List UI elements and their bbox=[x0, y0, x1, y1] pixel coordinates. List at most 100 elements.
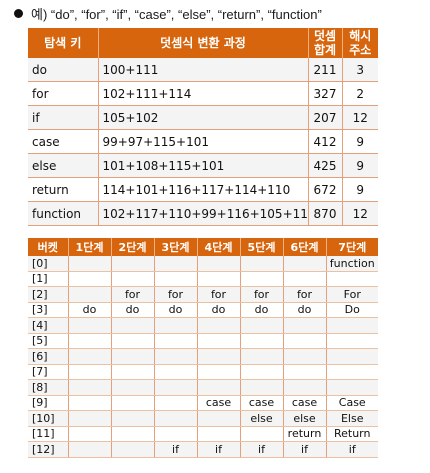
stage-cell bbox=[239, 271, 283, 287]
search-key-cell: if bbox=[28, 105, 98, 130]
stage-cell bbox=[153, 256, 197, 272]
stage-cell bbox=[196, 410, 240, 427]
stage-cell: For bbox=[325, 286, 378, 303]
conversion-expr-cell: 100+111 bbox=[97, 58, 308, 82]
search-key-cell: for bbox=[28, 81, 98, 106]
stage-cell bbox=[282, 271, 326, 287]
stage-cell bbox=[153, 426, 197, 442]
stage-cell: for bbox=[282, 286, 326, 303]
header-addr-line1: 해시 bbox=[349, 29, 372, 43]
stage-cell bbox=[239, 317, 283, 334]
stage-cell: Case bbox=[325, 395, 378, 411]
bucket-index-cell: [9] bbox=[28, 395, 68, 411]
header-sum-line2: 합계 bbox=[313, 43, 337, 57]
bucket-table-header-row: 버켓 1단계 2단계 3단계 4단계 5단계 6단계 7단계 bbox=[28, 238, 378, 256]
stage-cell bbox=[153, 364, 197, 380]
stage-cell bbox=[196, 317, 240, 334]
search-key-cell: return bbox=[28, 177, 98, 202]
stage-cell: for bbox=[110, 286, 154, 303]
bucket-index-cell: [7] bbox=[28, 364, 68, 380]
stage-cell bbox=[153, 395, 197, 411]
conversion-expr-cell: 99+97+115+101 bbox=[97, 129, 308, 154]
table-row: [11] return Return bbox=[28, 426, 378, 442]
stage-cell bbox=[153, 317, 197, 334]
table-row: case 99+97+115+101 412 9 bbox=[28, 129, 378, 154]
stage-cell bbox=[239, 379, 283, 396]
conversion-expr-cell: 102+111+114 bbox=[97, 81, 308, 106]
stage-cell bbox=[239, 364, 283, 380]
header-addr-line2: 주소 bbox=[349, 43, 372, 57]
stage-cell: if bbox=[239, 441, 283, 458]
table-row: [12] if if if if if bbox=[28, 441, 378, 458]
stage-cell bbox=[239, 256, 283, 272]
table-row: else 101+108+115+101 425 9 bbox=[28, 153, 378, 178]
stage-cell: for bbox=[196, 286, 240, 303]
bucket-stage-table: 버켓 1단계 2단계 3단계 4단계 5단계 6단계 7단계 [0] function [1] [2… bbox=[28, 238, 378, 458]
stage-cell: do bbox=[153, 302, 197, 318]
stage-cell bbox=[67, 271, 111, 287]
stage-cell bbox=[239, 426, 283, 442]
stage-cell bbox=[110, 348, 154, 365]
stage-cell: do bbox=[282, 302, 326, 318]
hash-address-cell: 9 bbox=[341, 177, 378, 202]
hash-address-cell: 2 bbox=[341, 81, 378, 106]
header-sum-line1: 덧셈 bbox=[313, 29, 337, 43]
table-row: for 102+111+114 327 2 bbox=[28, 81, 378, 106]
table-row: do 100+111 211 3 bbox=[28, 58, 378, 82]
stage-cell: if bbox=[196, 441, 240, 458]
stage-cell: return bbox=[282, 426, 326, 442]
bucket-index-cell: [8] bbox=[28, 379, 68, 396]
table-row: [8] bbox=[28, 379, 378, 396]
example-text: 예) “do”, “for”, “if”, “case”, “else”, “r… bbox=[31, 6, 322, 22]
stage-cell bbox=[67, 286, 111, 303]
sum-cell: 870 bbox=[307, 201, 342, 226]
table-row: [9] case case case Case bbox=[28, 395, 378, 411]
stage-cell bbox=[325, 348, 378, 365]
stage-cell bbox=[110, 333, 154, 349]
sum-cell: 425 bbox=[307, 153, 342, 178]
hash-address-cell: 9 bbox=[341, 153, 378, 178]
table-row: [4] bbox=[28, 317, 378, 334]
table-row: return 114+101+116+117+114+110 672 9 bbox=[28, 177, 378, 202]
hash-table-body: do 100+111 211 3 for 102+111+114 327 2 if 105+102… bbox=[28, 58, 378, 226]
stage-cell bbox=[325, 364, 378, 380]
stage-cell: case bbox=[196, 395, 240, 411]
table-row: [2] for for for for for For bbox=[28, 286, 378, 303]
stage-cell: do bbox=[239, 302, 283, 318]
conversion-expr-cell: 105+102 bbox=[97, 105, 308, 130]
bucket-index-cell: [3] bbox=[28, 302, 68, 318]
stage-cell bbox=[67, 410, 111, 427]
stage-cell: do bbox=[110, 302, 154, 318]
header-stage: 1단계 bbox=[67, 238, 111, 256]
stage-cell bbox=[67, 348, 111, 365]
bucket-table-body: [0] function [1] [2] for for for for for For [3] do… bbox=[28, 256, 378, 458]
stage-cell bbox=[153, 348, 197, 365]
header-bucket: 버켓 bbox=[28, 238, 68, 256]
search-key-cell: do bbox=[28, 58, 98, 82]
stage-cell bbox=[282, 379, 326, 396]
stage-cell bbox=[67, 364, 111, 380]
stage-cell bbox=[282, 317, 326, 334]
stage-cell bbox=[282, 256, 326, 272]
stage-cell bbox=[110, 256, 154, 272]
table-row: [6] bbox=[28, 348, 378, 365]
stage-cell bbox=[196, 256, 240, 272]
header-hash-address: 해시 주소 bbox=[341, 28, 378, 58]
conversion-expr-cell: 101+108+115+101 bbox=[97, 153, 308, 178]
bullet-icon bbox=[14, 8, 23, 18]
header-stage: 5단계 bbox=[239, 238, 283, 256]
hash-address-cell: 3 bbox=[341, 58, 378, 82]
stage-cell bbox=[67, 395, 111, 411]
bucket-index-cell: [6] bbox=[28, 348, 68, 365]
stage-cell bbox=[239, 348, 283, 365]
stage-cell: if bbox=[153, 441, 197, 458]
stage-cell bbox=[110, 271, 154, 287]
stage-cell bbox=[325, 333, 378, 349]
stage-cell bbox=[196, 426, 240, 442]
sum-cell: 327 bbox=[307, 81, 342, 106]
stage-cell bbox=[110, 379, 154, 396]
table-row: function102+117+110+99+116+105+111+11087… bbox=[28, 201, 378, 226]
stage-cell bbox=[67, 333, 111, 349]
stage-cell: function bbox=[325, 256, 378, 272]
header-search-key: 탐색 키 bbox=[28, 28, 98, 58]
